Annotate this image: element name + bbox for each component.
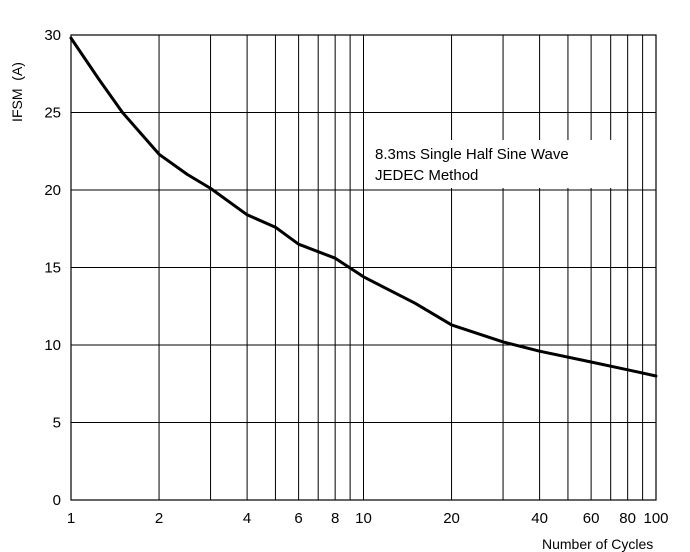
x-tick-label-60: 60 <box>583 510 600 527</box>
x-axis-label: Number of Cycles <box>542 536 653 552</box>
series-0-point-2 <box>121 111 124 114</box>
series-0-point-16 <box>626 369 629 371</box>
x-tick-label-8: 8 <box>331 510 339 527</box>
y-tick-labels: 0 5 10 15 20 25 30 <box>44 27 61 509</box>
y-tick-label-10: 10 <box>44 337 61 354</box>
annotation-line-2: JEDEC Method <box>375 167 478 184</box>
annotation-background <box>367 140 615 188</box>
series-0-point-10 <box>362 276 365 278</box>
series-0-point-3 <box>158 153 160 156</box>
series-0-point-5 <box>209 187 212 190</box>
x-tick-label-6: 6 <box>294 510 302 527</box>
series-0-point-17 <box>655 375 657 377</box>
y-tick-label-15: 15 <box>44 260 61 277</box>
y-tick-label-0: 0 <box>53 492 61 509</box>
x-tick-label-2: 2 <box>155 510 163 527</box>
y-tick-label-25: 25 <box>44 105 61 122</box>
series-0-point-1 <box>98 79 101 81</box>
series-0-point-7 <box>274 226 277 228</box>
annotation-box: 8.3ms Single Half Sine Wave JEDEC Method <box>367 140 615 188</box>
y-tick-label-5: 5 <box>53 415 61 432</box>
series-0-point-9 <box>334 257 336 260</box>
x-tick-label-20: 20 <box>443 510 460 527</box>
series-line-0 <box>69 36 658 378</box>
x-tick-label-1: 1 <box>67 510 75 527</box>
series-group <box>69 36 658 378</box>
series-0-point-0 <box>70 37 72 39</box>
x-tick-label-4: 4 <box>243 510 251 527</box>
plot-border <box>70 34 657 501</box>
x-tick-labels: 1 2 4 6 8 10 20 40 60 80 100 <box>67 510 669 527</box>
plot-frame <box>70 34 657 501</box>
annotation-line-1: 8.3ms Single Half Sine Wave <box>375 146 569 163</box>
grid <box>71 35 656 500</box>
series-0-point-14 <box>538 350 541 353</box>
series-0-point-8 <box>297 243 300 246</box>
y-tick-label-30: 30 <box>44 27 61 44</box>
series-0-point-4 <box>186 173 189 176</box>
x-tick-label-80: 80 <box>619 510 636 527</box>
y-axis-label: IFSM (A) <box>9 62 25 122</box>
x-tick-label-10: 10 <box>355 510 372 527</box>
x-tick-label-40: 40 <box>531 510 548 527</box>
x-tick-label-100: 100 <box>643 510 668 527</box>
y-tick-label-20: 20 <box>44 182 61 199</box>
series-0-point-13 <box>502 341 504 343</box>
series-0-point-12 <box>450 324 453 326</box>
series-0-point-11 <box>414 302 416 304</box>
series-0-point-15 <box>590 361 592 363</box>
series-0-point-6 <box>246 214 248 216</box>
